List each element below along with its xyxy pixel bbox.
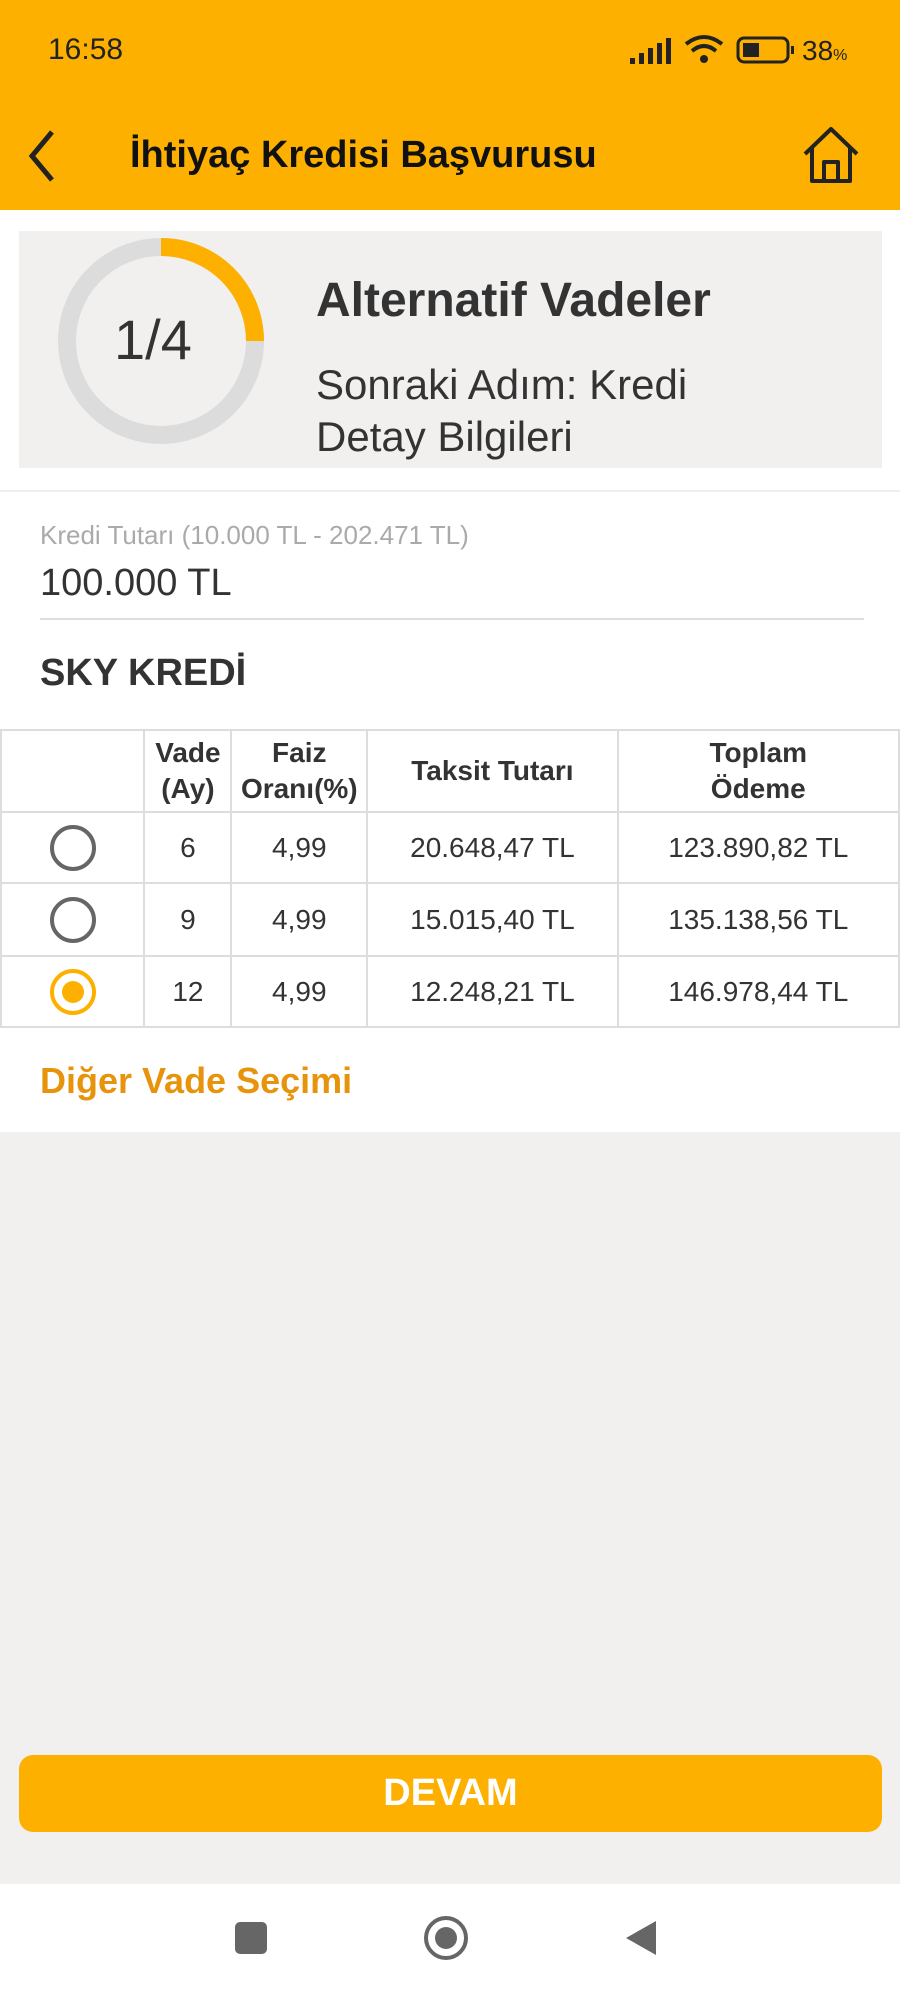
radio-button[interactable]	[49, 824, 96, 871]
col-vade: Vade (Ay)	[143, 729, 233, 813]
step-progress-ring	[58, 238, 264, 444]
step-counter: 1/4	[114, 308, 192, 371]
cell-faiz: 4,99	[230, 811, 369, 884]
cell-taksit: 12.248,21 TL	[366, 955, 619, 1028]
cell-toplam: 123.890,82 TL	[616, 811, 900, 884]
cell-taksit: 20.648,47 TL	[366, 811, 619, 884]
radio-button[interactable]	[49, 896, 96, 943]
clock: 16:58	[48, 33, 124, 66]
cell-toplam: 146.978,44 TL	[616, 955, 900, 1028]
battery-level: 38%	[802, 35, 848, 66]
home-icon[interactable]	[800, 124, 862, 186]
divider	[0, 490, 900, 492]
table-row[interactable]: 6 4,99 20.648,47 TL 123.890,82 TL	[0, 811, 900, 884]
app-bar: İhtiyaç Kredisi Başvurusu	[0, 100, 900, 210]
cell-faiz: 4,99	[230, 955, 369, 1028]
col-toplam: Toplam Ödeme	[616, 729, 900, 813]
home-nav-icon[interactable]	[422, 1914, 470, 1962]
step-title: Alternatif Vadeler	[316, 274, 711, 327]
page-title: İhtiyaç Kredisi Başvurusu	[130, 134, 597, 176]
cell-toplam: 135.138,56 TL	[616, 882, 900, 957]
back-icon[interactable]	[24, 128, 60, 184]
cell-vade: 12	[143, 955, 233, 1028]
status-bar: 16:58 38%	[0, 0, 900, 100]
table-row[interactable]: 9 4,99 15.015,40 TL 135.138,56 TL	[0, 882, 900, 957]
other-term-link[interactable]: Diğer Vade Seçimi	[40, 1060, 353, 1101]
cell-vade: 6	[143, 811, 233, 884]
table-header: Vade (Ay) Faiz Oranı(%) Taksit Tutarı To…	[0, 729, 900, 813]
continue-button[interactable]: DEVAM	[19, 1755, 882, 1832]
cell-vade: 9	[143, 882, 233, 957]
wifi-icon	[684, 35, 724, 63]
cell-faiz: 4,99	[230, 882, 369, 957]
amount-input[interactable]: 100.000 TL	[40, 562, 864, 620]
back-nav-icon[interactable]	[624, 1919, 658, 1957]
battery-icon	[736, 36, 794, 64]
amount-label: Kredi Tutarı (10.000 TL - 202.471 TL)	[40, 520, 469, 550]
table-row[interactable]: 12 4,99 12.248,21 TL 146.978,44 TL	[0, 955, 900, 1028]
col-taksit: Taksit Tutarı	[366, 729, 619, 813]
radio-button-selected[interactable]	[49, 968, 96, 1015]
next-step: Sonraki Adım: Kredi Detay Bilgileri	[316, 361, 688, 460]
recents-icon[interactable]	[235, 1922, 267, 1954]
col-faiz: Faiz Oranı(%)	[230, 729, 369, 813]
cell-taksit: 15.015,40 TL	[366, 882, 619, 957]
product-title: SKY KREDİ	[40, 652, 247, 694]
system-nav-bar	[0, 1884, 900, 2000]
term-table: Vade (Ay) Faiz Oranı(%) Taksit Tutarı To…	[0, 729, 900, 1028]
step-card: 1/4 Alternatif Vadeler Sonraki Adım: Kre…	[19, 231, 882, 468]
signal-icon	[630, 38, 671, 64]
